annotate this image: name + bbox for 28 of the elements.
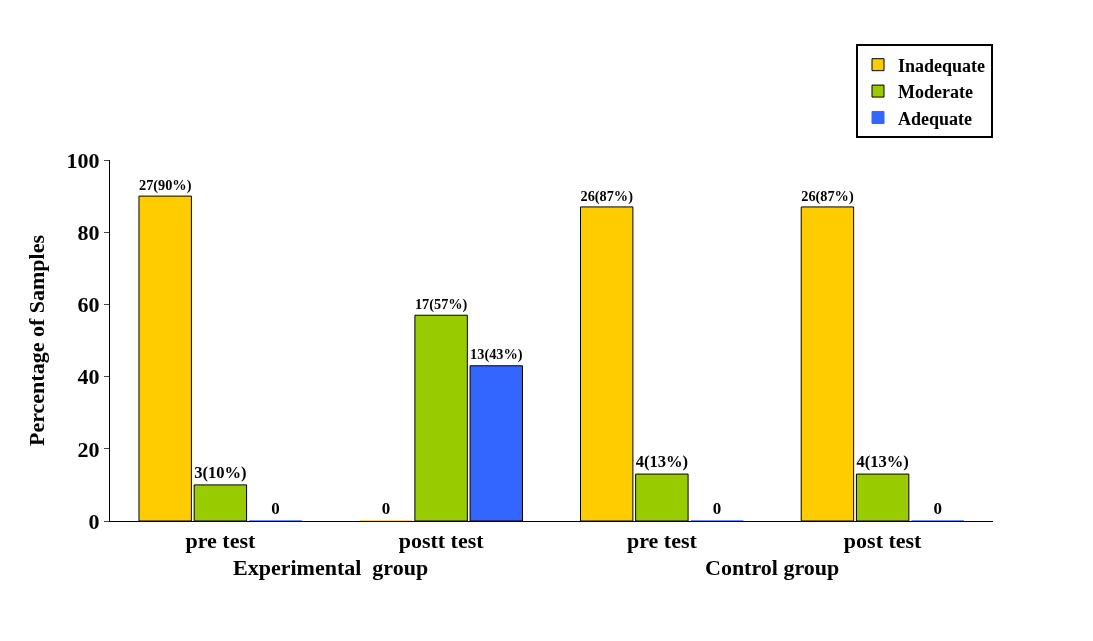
y-tick-label: 100	[66, 147, 100, 173]
text: Control group	[705, 555, 840, 580]
data-label: 13(43%)	[470, 346, 523, 364]
legend-label: Moderate	[898, 82, 973, 103]
x-tick-label: pre test	[185, 528, 256, 554]
data-label: 0	[712, 499, 722, 518]
y-tick-label: 0	[88, 508, 100, 534]
data-label: 26(87%)	[801, 187, 854, 205]
data-label: 0	[381, 499, 391, 518]
y-tick-label: 60	[77, 292, 100, 318]
data-label: 4(13%)	[856, 452, 909, 472]
text: Experimental group	[233, 555, 429, 580]
y-tick-label: 80	[77, 219, 100, 245]
data-label: 27(90%)	[138, 176, 192, 194]
y-tick-label: 40	[77, 364, 100, 390]
x-tick-label: post test	[843, 528, 923, 554]
data-label: 0	[933, 499, 943, 518]
data-label: 0	[271, 499, 280, 518]
x-tick-label: pre test	[626, 528, 698, 554]
data-label: 3(10%)	[194, 463, 247, 482]
legend-label: Adequate	[898, 108, 973, 129]
data-label: 26(87%)	[580, 187, 634, 205]
legend-label: Inadequate	[898, 55, 986, 76]
x-tick-label: postt test	[398, 528, 485, 554]
data-label: 17(57%)	[414, 295, 468, 313]
y-axis-title: Percentage of Samples	[24, 234, 50, 446]
y-tick-label: 20	[77, 436, 100, 462]
data-label: 4(13%)	[635, 452, 689, 472]
